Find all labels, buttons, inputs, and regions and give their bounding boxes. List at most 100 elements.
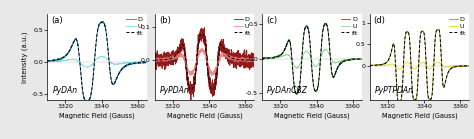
D (305, 27, 311, 29)
fit (45, 60, 50, 62)
fit (359, 58, 365, 60)
D (123, 65, 128, 67)
D (359, 58, 365, 60)
X-axis label: Magnetic Field (Gauss): Magnetic Field (Gauss) (382, 112, 457, 119)
fit (93, 44, 99, 46)
D (50, 60, 55, 62)
fit (259, 58, 265, 59)
Y-axis label: Intensity (a.u.): Intensity (a.u.) (22, 31, 28, 83)
Line: D: D (262, 23, 362, 94)
Line: D: D (370, 29, 469, 102)
fit (415, 74, 421, 76)
D (249, 59, 255, 61)
D (144, 62, 150, 63)
U (396, 68, 402, 70)
U (84, 66, 90, 68)
fit (157, 59, 163, 61)
U (249, 59, 255, 61)
U (200, 47, 205, 49)
fit (230, 58, 236, 59)
U (464, 65, 469, 66)
Line: U: U (370, 62, 469, 69)
U (141, 61, 147, 63)
fit (249, 59, 255, 61)
Line: D: D (47, 21, 147, 102)
fit (144, 61, 150, 63)
U (152, 60, 158, 62)
D (464, 65, 469, 67)
fit (264, 57, 270, 59)
Text: PyPTPDAn: PyPTPDAn (375, 86, 414, 95)
D (45, 60, 50, 62)
Text: (c): (c) (266, 17, 277, 25)
Line: U: U (262, 49, 362, 68)
fit (305, 28, 311, 29)
X-axis label: Magnetic Field (Gauss): Magnetic Field (Gauss) (59, 112, 135, 119)
fit (466, 65, 472, 67)
U (93, 59, 99, 61)
fit (91, 76, 96, 78)
D (338, 63, 344, 64)
D (264, 58, 270, 59)
Line: D: D (155, 28, 255, 100)
U (338, 60, 344, 62)
Line: fit: fit (370, 29, 469, 102)
Line: U: U (47, 56, 147, 67)
D (84, 101, 90, 103)
Text: (b): (b) (159, 17, 171, 25)
D (415, 74, 421, 76)
Line: fit: fit (262, 24, 362, 94)
U (372, 65, 378, 66)
fit (372, 64, 378, 66)
Text: (d): (d) (374, 17, 386, 25)
U (305, 51, 311, 53)
U (435, 61, 441, 63)
U (198, 50, 203, 52)
fit (198, 34, 203, 35)
Text: PyDAn: PyDAn (52, 86, 78, 95)
D (201, 41, 206, 43)
D (413, 99, 419, 101)
U (415, 65, 421, 67)
Text: (a): (a) (51, 17, 63, 25)
Line: fit: fit (155, 34, 255, 90)
U (308, 57, 314, 58)
fit (141, 62, 147, 63)
D (367, 64, 373, 66)
U (144, 61, 150, 63)
U (45, 61, 50, 62)
fit (252, 59, 257, 61)
fit (249, 59, 255, 61)
Text: PyPDAn: PyPDAn (160, 86, 190, 95)
fit (141, 62, 147, 63)
D (259, 58, 265, 59)
D (252, 63, 257, 65)
U (209, 75, 214, 76)
fit (294, 93, 300, 95)
D (249, 64, 255, 66)
U (100, 56, 105, 57)
U (91, 62, 96, 64)
D (356, 58, 362, 59)
D (446, 71, 451, 73)
U (157, 60, 163, 62)
D (294, 93, 300, 95)
fit (123, 65, 128, 67)
fit (201, 34, 206, 36)
D (464, 65, 469, 67)
D (396, 101, 402, 103)
fit (84, 101, 90, 102)
D (372, 64, 378, 66)
U (356, 58, 362, 60)
X-axis label: Magnetic Field (Gauss): Magnetic Field (Gauss) (167, 112, 243, 119)
U (249, 60, 255, 62)
U (359, 58, 365, 60)
U (466, 65, 472, 66)
D (323, 22, 328, 24)
Line: U: U (155, 48, 255, 76)
Legend: D, U, fit: D, U, fit (232, 16, 253, 37)
U (294, 67, 300, 69)
D (152, 62, 158, 64)
fit (446, 71, 451, 73)
U (259, 58, 265, 59)
